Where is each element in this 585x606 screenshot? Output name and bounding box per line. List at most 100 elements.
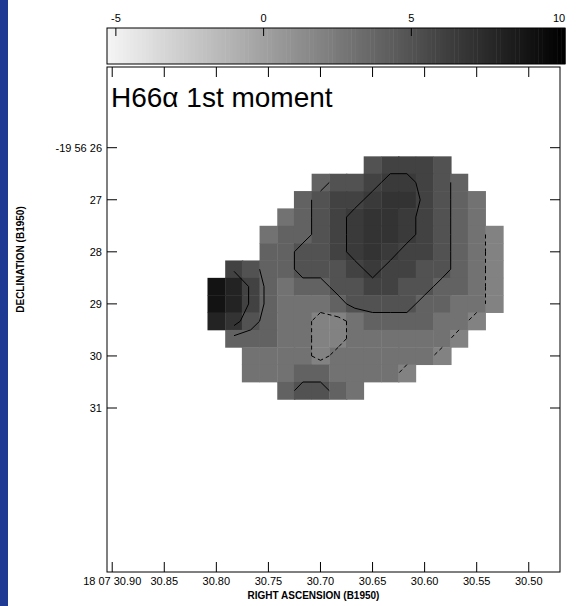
colorbar-step [412, 28, 416, 64]
y-tick [107, 303, 117, 304]
cell [294, 365, 312, 383]
cell [346, 330, 364, 348]
cell [242, 347, 260, 365]
cell [294, 330, 312, 348]
cell [364, 260, 382, 278]
colorbar-step [481, 28, 485, 64]
colorbar-step [138, 28, 142, 64]
colorbar-step [302, 28, 306, 64]
cell [294, 313, 312, 331]
cell [433, 191, 451, 209]
y-tick-label: -19 56 26 [56, 142, 102, 154]
cell [468, 278, 486, 296]
cell [277, 278, 295, 296]
colorbar-step [523, 28, 527, 64]
cell [398, 365, 416, 383]
colorbar-step [485, 28, 489, 64]
cell [260, 226, 278, 244]
cell [329, 295, 347, 313]
colorbar-step [534, 28, 538, 64]
colorbar-step [435, 28, 439, 64]
colorbar-step [531, 28, 535, 64]
y-tick [107, 199, 117, 200]
cell [364, 278, 382, 296]
colorbar-step [554, 28, 558, 64]
colorbar-step [477, 28, 481, 64]
plot-background [107, 67, 560, 572]
cell [294, 382, 312, 400]
cell [416, 243, 434, 261]
cell [277, 295, 295, 313]
colorbar-step [428, 28, 432, 64]
cell [242, 295, 260, 313]
x-tick [476, 67, 477, 77]
colorbar-step [409, 28, 413, 64]
y-tick [550, 147, 560, 148]
cell [398, 278, 416, 296]
colorbar-step [115, 28, 119, 64]
colorbar-step [515, 28, 519, 64]
cell [486, 260, 504, 278]
colorbar-step [321, 28, 325, 64]
x-tick-label: 30.75 [255, 575, 283, 587]
colorbar-step [107, 28, 111, 64]
y-tick [550, 303, 560, 304]
cell [398, 347, 416, 365]
colorbar-step [336, 28, 340, 64]
colorbar-step [263, 28, 267, 64]
colorbar-step [393, 28, 397, 64]
cell [346, 191, 364, 209]
colorbar-step [462, 28, 466, 64]
x-tick-label: 30.65 [359, 575, 387, 587]
cell [433, 347, 451, 365]
colorbar-step [363, 28, 367, 64]
colorbar-step [214, 28, 218, 64]
cell [398, 243, 416, 261]
x-tick-label: 30.85 [151, 575, 179, 587]
colorbar-step [466, 28, 470, 64]
slide-edge [0, 0, 8, 606]
cell [225, 330, 243, 348]
colorbar-step [176, 28, 180, 64]
colorbar-step [451, 28, 455, 64]
colorbar-step [271, 28, 275, 64]
x-tick [528, 67, 529, 77]
colorbar-step [325, 28, 329, 64]
colorbar-step [424, 28, 428, 64]
contour [312, 235, 486, 374]
cell [486, 243, 504, 261]
colorbar-step [279, 28, 283, 64]
cell [364, 347, 382, 365]
cell [277, 382, 295, 400]
x-tick [216, 67, 217, 77]
cell [277, 313, 295, 331]
cell [381, 156, 399, 174]
colorbar-step [164, 28, 168, 64]
colorbar-step [473, 28, 477, 64]
colorbar-step [252, 28, 256, 64]
cell [329, 191, 347, 209]
cell [294, 278, 312, 296]
y-tick [107, 408, 117, 409]
colorbar-step [195, 28, 199, 64]
colorbar-step [153, 28, 157, 64]
colorbar-step [374, 28, 378, 64]
colorbar-step [256, 28, 260, 64]
cell [242, 260, 260, 278]
cell [329, 382, 347, 400]
x-axis-title: RIGHT ASCENSION (B1950) [248, 590, 380, 601]
x-tick-label: 30.55 [463, 575, 491, 587]
colorbar-step [160, 28, 164, 64]
cell [486, 278, 504, 296]
colorbar-step [206, 28, 210, 64]
cell [381, 243, 399, 261]
cell [294, 260, 312, 278]
cell [381, 191, 399, 209]
colorbar-step [317, 28, 321, 64]
cell [277, 347, 295, 365]
cell [329, 330, 347, 348]
x-tick-label: 30.50 [515, 575, 543, 587]
cell [433, 295, 451, 313]
colorbar-step [351, 28, 355, 64]
colorbar-step [504, 28, 508, 64]
